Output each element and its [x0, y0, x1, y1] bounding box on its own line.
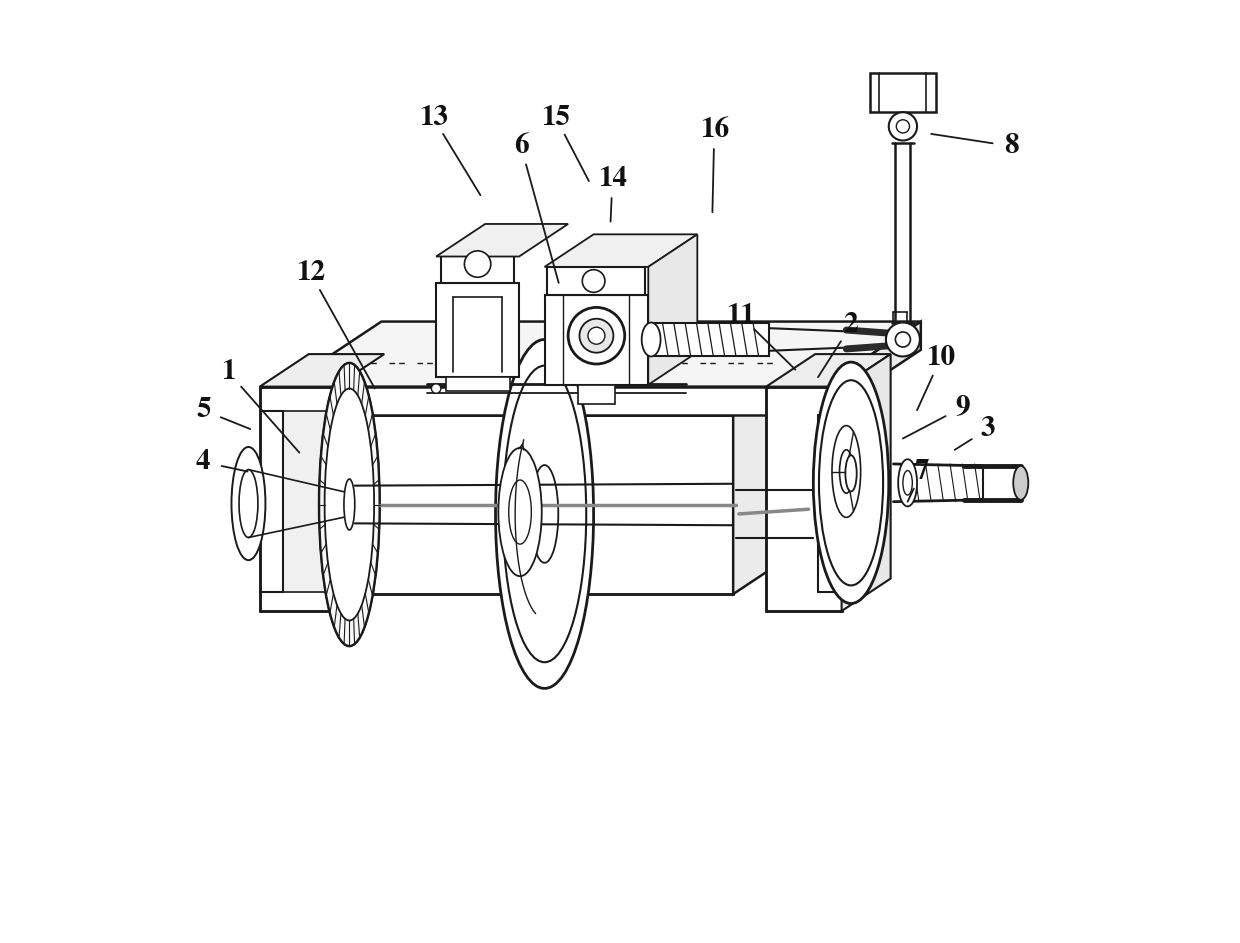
Circle shape: [432, 384, 441, 393]
Polygon shape: [284, 322, 921, 387]
Polygon shape: [766, 355, 890, 387]
Text: 2: 2: [843, 312, 858, 339]
Text: 15: 15: [542, 105, 570, 131]
Text: 14: 14: [598, 166, 627, 192]
Text: 13: 13: [419, 105, 448, 131]
Circle shape: [895, 332, 910, 347]
Bar: [578, 385, 615, 404]
Ellipse shape: [232, 447, 265, 560]
Ellipse shape: [319, 363, 379, 646]
Text: 6: 6: [513, 133, 528, 159]
Text: 9: 9: [955, 394, 970, 421]
Text: 5: 5: [196, 397, 211, 423]
Ellipse shape: [890, 326, 905, 353]
Ellipse shape: [503, 366, 587, 662]
Circle shape: [588, 327, 605, 344]
Polygon shape: [436, 224, 568, 256]
Ellipse shape: [531, 465, 558, 563]
Text: 8: 8: [1004, 133, 1018, 159]
Ellipse shape: [1013, 466, 1028, 500]
Ellipse shape: [325, 389, 374, 620]
Ellipse shape: [239, 470, 258, 538]
Ellipse shape: [898, 459, 918, 506]
Circle shape: [897, 120, 909, 133]
Text: 1: 1: [222, 359, 236, 386]
Bar: [547, 267, 646, 295]
Ellipse shape: [508, 480, 532, 544]
Text: 3: 3: [981, 416, 994, 442]
Bar: [436, 283, 520, 377]
Bar: [870, 73, 936, 112]
Ellipse shape: [498, 448, 542, 576]
Bar: [544, 295, 649, 385]
Polygon shape: [733, 350, 831, 594]
Circle shape: [579, 319, 614, 353]
Text: 16: 16: [699, 117, 729, 143]
Polygon shape: [284, 411, 335, 592]
Ellipse shape: [813, 362, 889, 604]
Ellipse shape: [496, 339, 594, 688]
Bar: [441, 256, 515, 283]
Polygon shape: [823, 322, 921, 415]
Text: 7: 7: [914, 458, 929, 485]
Ellipse shape: [832, 425, 861, 518]
Text: 4: 4: [196, 449, 211, 475]
Polygon shape: [259, 355, 384, 387]
Polygon shape: [259, 387, 335, 611]
Circle shape: [885, 323, 920, 356]
Ellipse shape: [319, 363, 379, 646]
Text: 12: 12: [296, 260, 325, 287]
Circle shape: [568, 307, 625, 364]
Bar: [445, 377, 510, 391]
Circle shape: [465, 251, 491, 277]
Ellipse shape: [846, 455, 857, 491]
Ellipse shape: [839, 450, 853, 493]
Ellipse shape: [641, 323, 661, 356]
Polygon shape: [766, 387, 842, 611]
Text: 11: 11: [727, 303, 755, 329]
Polygon shape: [290, 415, 733, 594]
Circle shape: [889, 112, 918, 141]
Ellipse shape: [818, 380, 883, 586]
Polygon shape: [290, 350, 831, 415]
Polygon shape: [842, 355, 890, 611]
Ellipse shape: [343, 479, 355, 530]
Polygon shape: [544, 235, 697, 267]
Bar: [284, 387, 823, 415]
Polygon shape: [649, 235, 697, 385]
Text: 10: 10: [926, 345, 955, 372]
Bar: [651, 323, 769, 356]
Circle shape: [583, 270, 605, 292]
Ellipse shape: [903, 471, 913, 495]
